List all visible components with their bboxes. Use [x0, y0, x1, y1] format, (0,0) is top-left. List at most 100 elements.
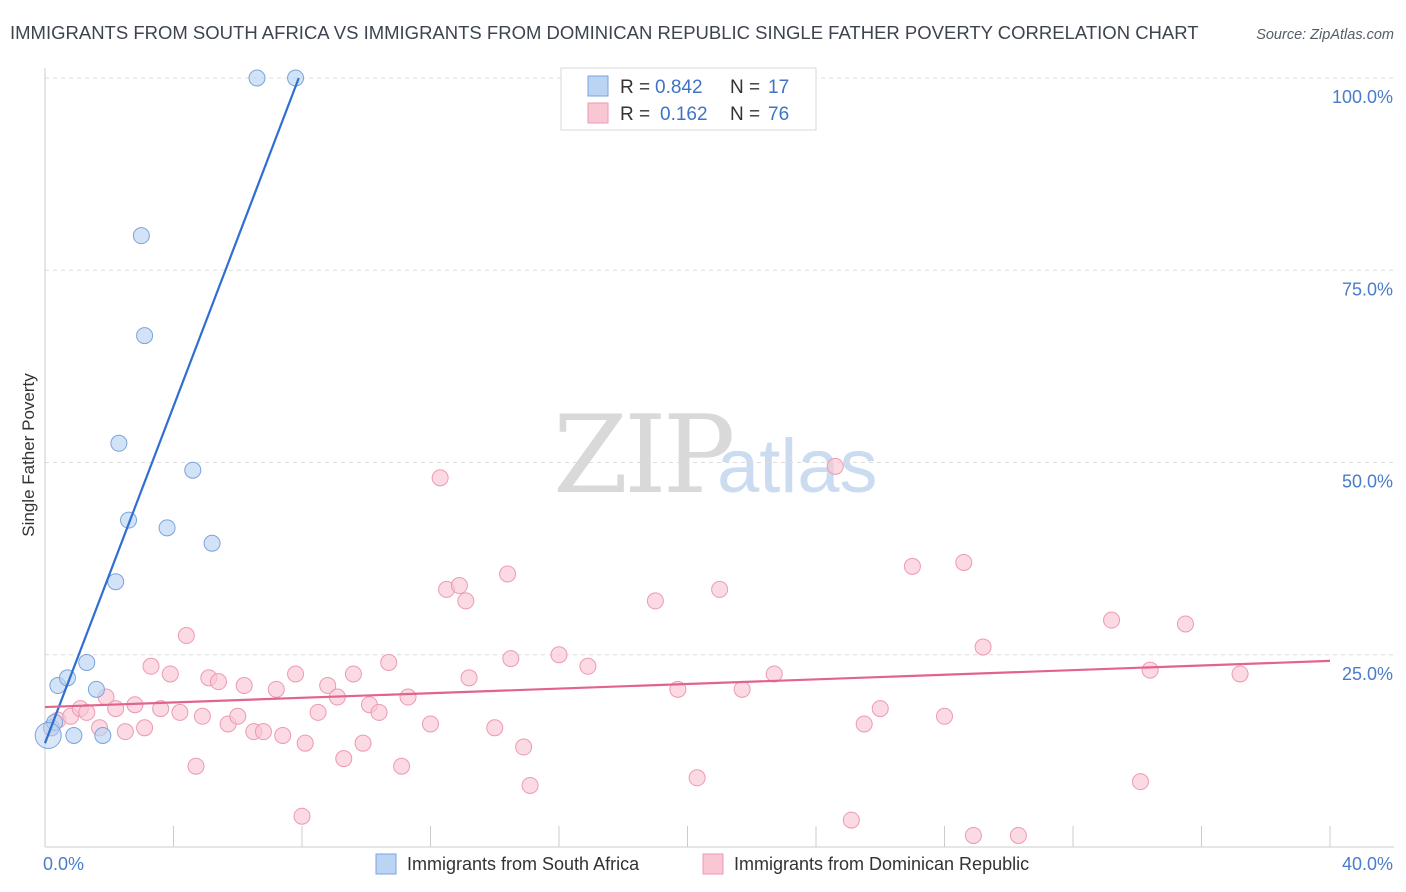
- blue-data-point: [65, 726, 83, 744]
- blue-data-point: [110, 434, 128, 452]
- pink-data-point: [499, 565, 517, 583]
- pink-data-point: [688, 769, 706, 787]
- legend-swatch-blue: [587, 75, 609, 97]
- pink-data-point: [711, 580, 729, 598]
- blue-data-point: [78, 653, 96, 671]
- pink-data-point: [274, 726, 292, 744]
- series-legend: Immigrants from South Africa Immigrants …: [375, 853, 1029, 875]
- pink-data-point: [579, 657, 597, 675]
- trend-lines: [43, 77, 1331, 744]
- watermark-atlas: atlas: [717, 424, 878, 509]
- pink-data-point: [1131, 773, 1149, 791]
- x-tick-labels: 0.0% 40.0%: [43, 854, 1393, 874]
- chart-title: IMMIGRANTS FROM SOUTH AFRICA VS IMMIGRAN…: [10, 22, 1199, 43]
- pink-data-point: [486, 719, 504, 737]
- pink-data-point: [229, 707, 247, 725]
- pink-data-point: [1009, 826, 1027, 844]
- legend-r-label-blue: R =: [620, 77, 650, 98]
- pink-data-point: [235, 677, 253, 695]
- pink-data-point: [309, 703, 327, 721]
- pink-data-point: [354, 734, 372, 752]
- y-tick-label: 25.0%: [1342, 664, 1393, 684]
- legend-n-label-pink: N =: [730, 104, 760, 125]
- y-tick-label: 75.0%: [1342, 279, 1393, 299]
- legend-n-value-pink: 76: [768, 104, 789, 125]
- pink-data-point: [136, 719, 154, 737]
- pink-data-point: [370, 703, 388, 721]
- pink-data-point: [431, 469, 449, 487]
- pink-data-point: [450, 577, 468, 595]
- x-tick-label-min: 0.0%: [43, 854, 84, 874]
- pink-data-point: [646, 592, 664, 610]
- pink-data-point: [209, 673, 227, 691]
- watermark: ZIP atlas: [553, 393, 878, 518]
- pink-data-point: [826, 457, 844, 475]
- y-tick-label: 50.0%: [1342, 472, 1393, 492]
- grid-lines: [45, 77, 1394, 656]
- pink-data-point: [171, 703, 189, 721]
- pink-data-point: [1231, 665, 1249, 683]
- pink-data-point: [855, 715, 873, 733]
- y-axis-label: Single Father Poverty: [19, 373, 38, 537]
- pink-data-point: [187, 757, 205, 775]
- pink-data-point: [380, 653, 398, 671]
- pink-data-point: [842, 811, 860, 829]
- series-legend-label-blue: Immigrants from South Africa: [407, 854, 640, 874]
- blue-data-point: [184, 461, 202, 479]
- pink-data-point: [765, 665, 783, 683]
- pink-data-point: [393, 757, 411, 775]
- pink-data-point: [161, 665, 179, 683]
- blue-data-point: [136, 327, 154, 345]
- pink-data-point: [335, 750, 353, 768]
- pink-data-point: [460, 669, 478, 687]
- pink-data-point: [267, 680, 285, 698]
- pink-data-point: [964, 826, 982, 844]
- pink-data-point: [116, 723, 134, 741]
- pink-data-point: [254, 723, 272, 741]
- blue-data-point: [87, 680, 105, 698]
- pink-data-point: [457, 592, 475, 610]
- pink-data-point: [293, 807, 311, 825]
- correlation-legend: R = 0.842 N = 17 R = 0.162 N = 76: [560, 67, 817, 131]
- pink-trend-line: [44, 659, 1331, 709]
- pink-data-point: [399, 688, 417, 706]
- pink-data-point: [287, 665, 305, 683]
- blue-data-point: [94, 726, 112, 744]
- pink-data-point: [903, 557, 921, 575]
- pink-data-point: [319, 677, 337, 695]
- pink-data-point: [955, 553, 973, 571]
- blue-data-point: [203, 534, 221, 552]
- pink-data-point: [1141, 661, 1159, 679]
- blue-data-point: [107, 573, 125, 591]
- pink-data-point: [871, 700, 889, 718]
- series-legend-swatch-blue: [375, 853, 397, 875]
- pink-data-point: [142, 657, 160, 675]
- pink-data-point: [193, 707, 211, 725]
- axes: [44, 68, 1394, 848]
- watermark-zip: ZIP: [553, 393, 732, 518]
- pink-data-point: [296, 734, 314, 752]
- x-tick-label-max: 40.0%: [1342, 854, 1393, 874]
- pink-data-point: [422, 715, 439, 733]
- pink-data-point: [152, 700, 170, 718]
- pink-data-point: [78, 703, 96, 721]
- legend-swatch-pink: [587, 102, 609, 124]
- pink-data-point: [344, 665, 362, 683]
- blue-data-point: [132, 227, 150, 245]
- series-legend-swatch-pink: [702, 853, 724, 875]
- blue-data-point: [248, 69, 266, 87]
- legend-r-value-pink: 0.162: [660, 104, 708, 125]
- pink-data-point: [107, 700, 125, 718]
- pink-series-points: [42, 457, 1249, 844]
- y-tick-label: 100.0%: [1332, 87, 1393, 107]
- pink-data-point: [733, 680, 751, 698]
- legend-r-value-blue: 0.842: [655, 77, 703, 98]
- pink-data-point: [515, 738, 533, 756]
- legend-n-label-blue: N =: [730, 77, 760, 98]
- pink-data-point: [1103, 611, 1121, 629]
- blue-data-point: [158, 519, 176, 537]
- chart-source: Source: ZipAtlas.com: [1256, 27, 1394, 43]
- pink-data-point: [1176, 615, 1194, 633]
- y-tick-labels: 25.0% 50.0% 75.0% 100.0%: [1332, 87, 1393, 684]
